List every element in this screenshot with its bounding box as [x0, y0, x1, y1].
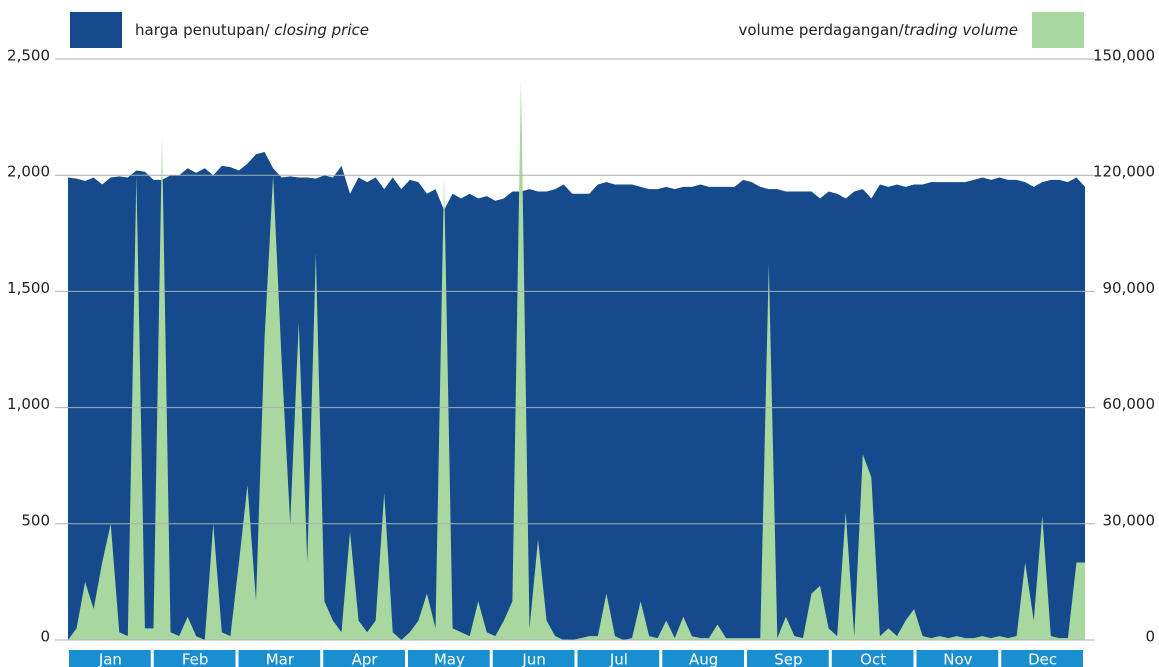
month-band	[831, 650, 914, 667]
x-tick-label: Sep	[774, 651, 802, 667]
month-band	[492, 650, 575, 667]
y2-tick-label: 120,000	[1093, 163, 1155, 181]
legend-text: harga penutupan/	[135, 21, 274, 39]
legend-text: trading volume	[904, 21, 1018, 39]
y2-tick-label: 30,000	[1103, 511, 1156, 529]
x-tick-label: Feb	[182, 651, 209, 667]
legend-volume: volume perdagangan/trading volume	[739, 21, 1019, 39]
y2-tick-label: 0	[1145, 628, 1155, 646]
x-tick-label: Jul	[609, 651, 628, 667]
y2-tick-label: 60,000	[1103, 395, 1156, 413]
y-tick-label: 2,000	[7, 163, 50, 181]
y-tick-label: 500	[21, 511, 50, 529]
legend-price: harga penutupan/ closing price	[135, 21, 369, 39]
month-band	[408, 650, 490, 667]
y-tick-label: 1,500	[7, 279, 50, 297]
month-band	[577, 650, 660, 667]
month-band	[916, 650, 999, 667]
y-tick-label: 2,500	[7, 47, 50, 65]
x-tick-label: Apr	[352, 651, 379, 667]
y-tick-label: 0	[40, 628, 50, 646]
x-tick-label: May	[434, 651, 465, 667]
y-tick-label: 1,000	[7, 395, 50, 413]
month-band	[153, 650, 236, 667]
month-band	[238, 650, 321, 667]
x-tick-label: Jun	[521, 651, 545, 667]
month-band	[662, 650, 744, 667]
month-band	[1001, 650, 1083, 667]
area-1	[68, 78, 1085, 640]
legend-text: volume perdagangan/	[739, 21, 905, 39]
legend-text: closing price	[274, 21, 369, 39]
area-0	[68, 151, 1085, 640]
legend-swatch-volume	[1032, 12, 1084, 48]
x-tick-label: Nov	[943, 651, 972, 667]
month-band	[747, 650, 829, 667]
x-tick-label: Aug	[689, 651, 718, 667]
x-tick-label: Dec	[1028, 651, 1057, 667]
month-band	[69, 650, 151, 667]
x-tick-label: Mar	[266, 651, 295, 667]
y2-tick-label: 90,000	[1103, 279, 1156, 297]
legend-swatch-price	[70, 12, 122, 48]
y2-tick-label: 150,000	[1093, 47, 1155, 65]
x-tick-label: Jan	[98, 651, 122, 667]
x-tick-label: Oct	[860, 651, 886, 667]
month-band	[323, 650, 405, 667]
